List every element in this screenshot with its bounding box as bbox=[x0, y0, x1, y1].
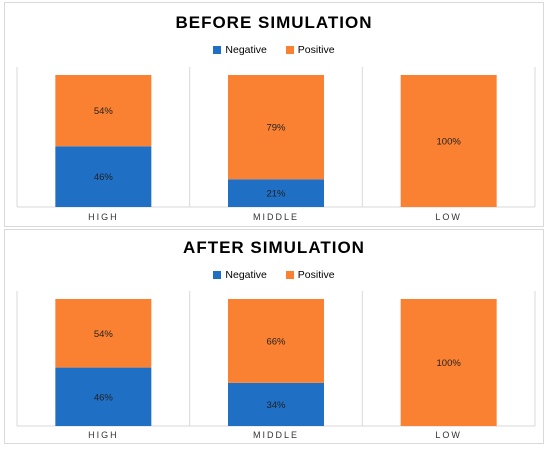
data-label: 54% bbox=[94, 106, 114, 117]
legend-label: Negative bbox=[225, 44, 267, 56]
chart-title: AFTER SIMULATION bbox=[183, 238, 365, 257]
bar-segment-negative bbox=[55, 146, 152, 207]
data-label: 46% bbox=[94, 172, 114, 183]
data-label: 100% bbox=[437, 137, 462, 148]
category-label: MIDDLE bbox=[253, 430, 299, 440]
legend-swatch-negative bbox=[213, 271, 222, 279]
legend-label: Positive bbox=[297, 269, 335, 281]
data-label: 79% bbox=[266, 123, 286, 134]
legend-item-positive: Positive bbox=[285, 44, 335, 56]
chart-legend: Negative Positive bbox=[5, 44, 543, 57]
bar-segment-positive bbox=[228, 299, 324, 383]
legend-label: Positive bbox=[297, 44, 335, 56]
chart-title: BEFORE SIMULATION bbox=[175, 13, 373, 32]
data-label: 100% bbox=[437, 358, 462, 369]
category-label: HIGH bbox=[88, 212, 119, 222]
data-label: 54% bbox=[94, 329, 114, 340]
bar-segment-positive bbox=[55, 75, 152, 147]
data-label: 21% bbox=[266, 189, 286, 200]
bar-segment-negative bbox=[228, 179, 324, 207]
legend-swatch-positive bbox=[285, 271, 294, 279]
bar-segment-positive bbox=[55, 299, 152, 368]
data-label: 34% bbox=[266, 400, 286, 411]
legend-item-negative: Negative bbox=[213, 269, 267, 281]
bar-segment-negative bbox=[228, 382, 324, 426]
legend-swatch-negative bbox=[213, 46, 222, 54]
chart-legend: Negative Positive bbox=[5, 269, 543, 282]
bar-segment-negative bbox=[55, 367, 152, 426]
bar-segment-positive bbox=[400, 299, 497, 426]
legend-item-positive: Positive bbox=[285, 269, 335, 281]
bar-segment-positive bbox=[400, 75, 497, 207]
category-label: LOW bbox=[435, 212, 462, 222]
category-label: MIDDLE bbox=[253, 212, 299, 222]
bar-segment-positive bbox=[228, 75, 324, 180]
legend-swatch-positive bbox=[285, 46, 294, 54]
category-label: HIGH bbox=[88, 430, 119, 440]
data-label: 66% bbox=[266, 336, 286, 347]
chart-panel-before: BEFORE SIMULATION Negative Positive 46% 5… bbox=[4, 2, 544, 227]
category-label: LOW bbox=[435, 430, 462, 440]
data-label: 46% bbox=[94, 392, 114, 403]
legend-item-negative: Negative bbox=[213, 44, 267, 56]
legend-label: Negative bbox=[225, 269, 267, 281]
chart-panel-after: AFTER SIMULATION Negative Positive 46% 54… bbox=[4, 229, 544, 444]
